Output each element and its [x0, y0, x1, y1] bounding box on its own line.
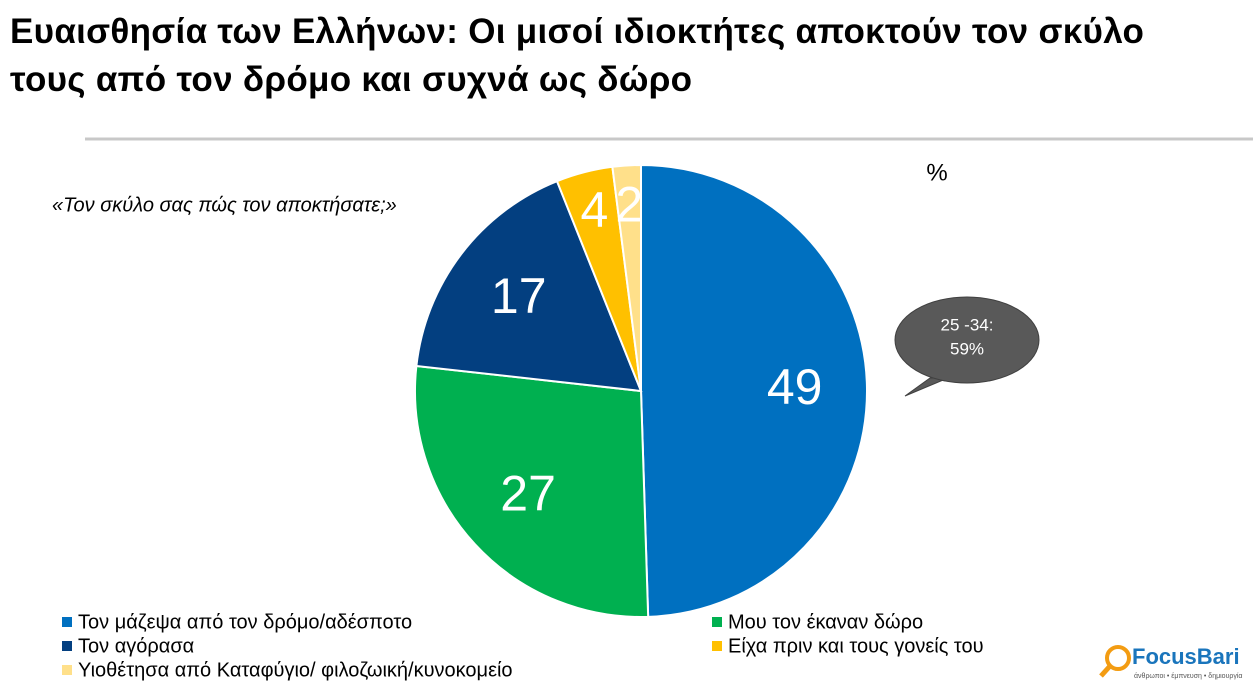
data-label: 17 — [491, 268, 547, 324]
subtitle: «Τον σκύλο σας πώς τον αποκτήσατε;» — [52, 194, 397, 216]
logo: FocusBari άνθρωποι • έμπνευση • δημιουργ… — [1099, 644, 1242, 680]
legend-marker — [62, 665, 72, 675]
legend-label: Τον αγόρασα — [78, 635, 194, 657]
logo-name: FocusBari — [1132, 644, 1240, 669]
annotation: 25 -34: — [941, 315, 994, 334]
legend-marker — [62, 641, 72, 651]
unit-label: % — [926, 159, 947, 186]
data-label: 27 — [500, 465, 556, 521]
legend-marker — [62, 617, 72, 627]
legend-label: Τον μάζεψα από τον δρόμο/αδέσποτο — [78, 611, 412, 633]
pie-slice — [640, 163, 868, 618]
legend-label: Μου τον έκαναν δώρο — [728, 611, 923, 633]
logo-icon — [1105, 645, 1131, 671]
logo-tagline: άνθρωποι • έμπνευση • δημιουργία — [1134, 672, 1242, 680]
data-label: 49 — [767, 359, 823, 415]
data-label: 4 — [581, 182, 609, 238]
logo-icon — [1099, 664, 1112, 678]
legend-label: Υιοθέτησα από Καταφύγιο/ φιλοζωική/κυνοκ… — [78, 659, 513, 681]
pie-slice — [611, 163, 642, 392]
pie-slice — [414, 364, 650, 618]
callout — [894, 296, 1040, 384]
legend-label: Είχα πριν και τους γονείς του — [728, 635, 984, 657]
chart-title: Ευαισθησία των Ελλήνων: Οι μισοί ιδιοκτή… — [10, 12, 1145, 99]
data-label: 2 — [615, 176, 643, 232]
pie-slice — [415, 179, 643, 393]
legend-marker — [712, 641, 722, 651]
annotation: 59% — [950, 339, 984, 358]
legend-marker — [712, 617, 722, 627]
